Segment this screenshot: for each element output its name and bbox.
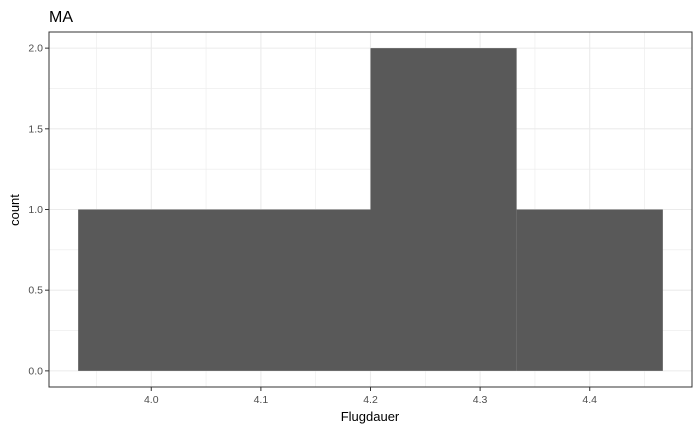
histogram-bar (78, 209, 371, 371)
bars (78, 48, 663, 371)
y-tick-label: 2.0 (28, 43, 43, 55)
x-axis: 4.0 4.1 4.2 4.3 4.4 (144, 387, 597, 406)
x-tick-label: 4.1 (254, 394, 269, 406)
y-axis: 0.0 0.5 1.0 1.5 2.0 (28, 43, 49, 377)
y-axis-title: count (7, 194, 22, 226)
chart-title: MA (49, 9, 73, 26)
histogram-bar (370, 48, 517, 371)
y-tick-label: 0.5 (28, 285, 43, 297)
y-tick-label: 0.0 (28, 365, 43, 377)
y-tick-label: 1.5 (28, 123, 43, 135)
x-tick-label: 4.0 (144, 394, 159, 406)
x-tick-label: 4.3 (473, 394, 488, 406)
x-tick-label: 4.4 (582, 394, 597, 406)
y-tick-label: 1.0 (28, 204, 43, 216)
x-axis-title: Flugdauer (341, 409, 400, 424)
histogram-bar (516, 209, 663, 371)
x-tick-label: 4.2 (363, 394, 378, 406)
